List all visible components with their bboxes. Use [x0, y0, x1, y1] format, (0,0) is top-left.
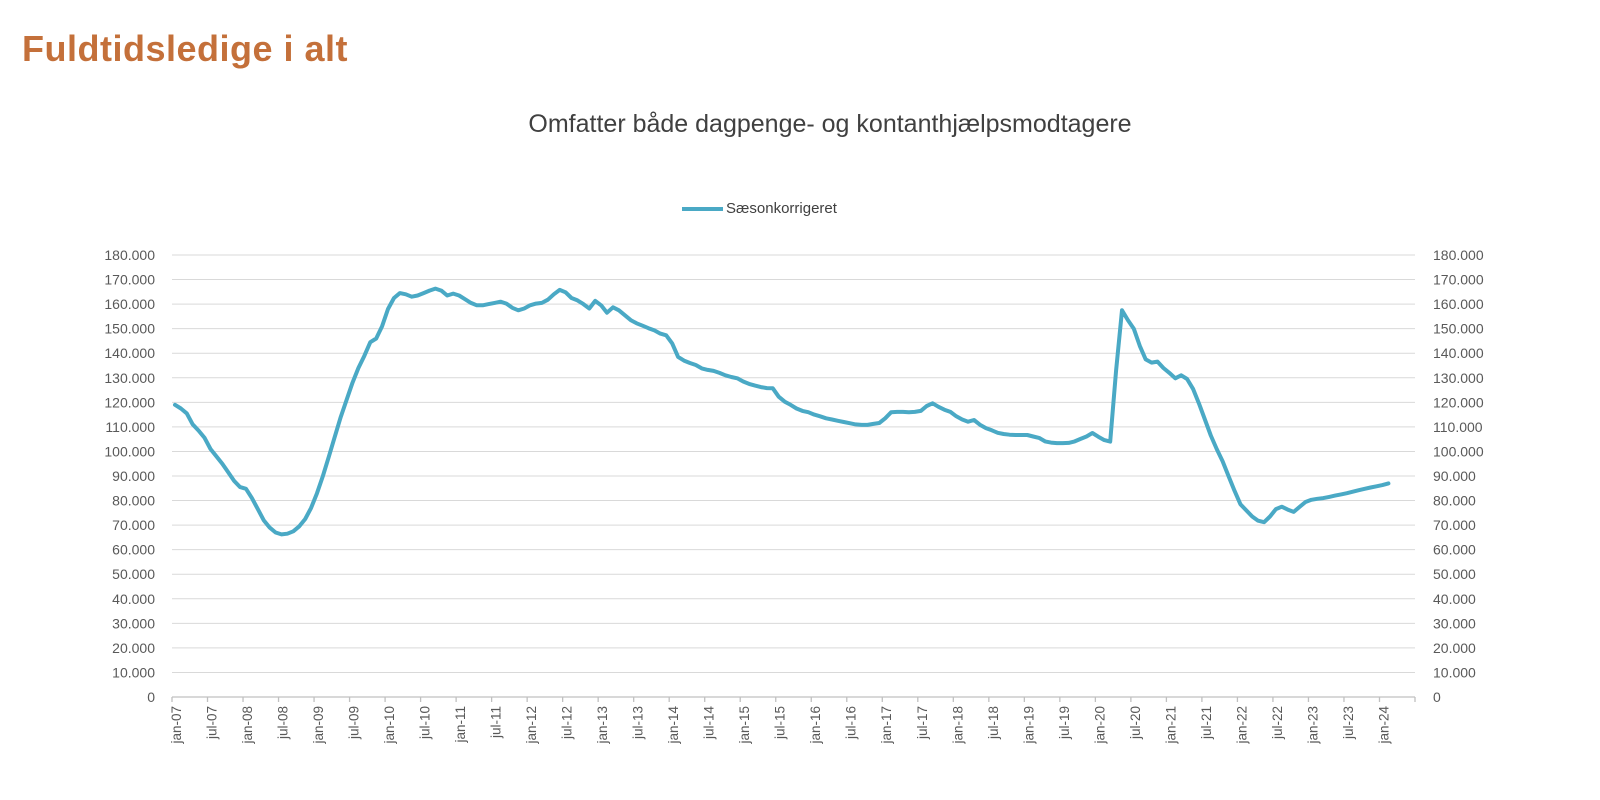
- y-axis-label-right: 30.000: [1433, 615, 1476, 631]
- x-axis-label: jan-07: [169, 706, 184, 745]
- x-axis-label: jan-20: [1092, 706, 1107, 745]
- y-axis-label-right: 50.000: [1433, 566, 1476, 582]
- x-axis-label: jul-13: [631, 706, 646, 740]
- y-axis-label-left: 140.000: [104, 345, 155, 361]
- y-axis-label-right: 90.000: [1433, 468, 1476, 484]
- y-axis-label-right: 0: [1433, 689, 1441, 705]
- y-axis-label-left: 180.000: [104, 247, 155, 263]
- y-axis-label-left: 50.000: [112, 566, 155, 582]
- x-axis-label: jul-19: [1057, 706, 1072, 740]
- x-axis-label: jan-17: [879, 706, 894, 745]
- y-axis-label-left: 90.000: [112, 468, 155, 484]
- y-axis-label-left: 100.000: [104, 443, 155, 459]
- y-axis-label-right: 180.000: [1433, 247, 1484, 263]
- y-axis-label-right: 150.000: [1433, 321, 1484, 337]
- y-axis-label-right: 160.000: [1433, 296, 1484, 312]
- x-axis-label: jan-18: [950, 706, 965, 745]
- x-axis-label: jul-21: [1199, 706, 1214, 740]
- x-axis-label: jan-08: [240, 706, 255, 745]
- y-axis-label-right: 110.000: [1433, 419, 1483, 435]
- x-axis-label: jul-12: [560, 706, 575, 740]
- y-axis-label-right: 80.000: [1433, 493, 1476, 509]
- y-axis-label-right: 140.000: [1433, 345, 1484, 361]
- x-axis-label: jul-10: [418, 706, 433, 740]
- y-axis-label-left: 70.000: [112, 517, 155, 533]
- x-axis-label: jan-24: [1376, 706, 1391, 745]
- x-axis-label: jan-09: [311, 706, 326, 745]
- y-axis-label-left: 120.000: [104, 394, 155, 410]
- y-axis-label-right: 100.000: [1433, 443, 1484, 459]
- chart-title: Omfatter både dagpenge- og kontanthjælps…: [528, 110, 1132, 138]
- x-axis-label: jan-21: [1163, 706, 1178, 745]
- x-axis-label: jan-11: [453, 706, 468, 744]
- x-axis-label: jul-11: [489, 706, 504, 739]
- y-axis-label-left: 40.000: [112, 591, 155, 607]
- chart-legend: Sæsonkorrigeret: [138, 200, 1381, 217]
- y-axis-label-left: 150.000: [104, 321, 155, 337]
- y-axis-label-right: 20.000: [1433, 640, 1476, 656]
- x-axis-label: jan-10: [382, 706, 397, 745]
- y-axis-label-right: 60.000: [1433, 542, 1476, 558]
- x-axis-label: jul-08: [276, 706, 291, 740]
- x-axis-label: jan-13: [595, 706, 610, 745]
- page-title: Fuldtidsledige i alt: [22, 28, 349, 69]
- y-axis-label-left: 110.000: [105, 419, 155, 435]
- x-axis-label: jul-23: [1341, 706, 1356, 740]
- x-axis-label: jul-15: [773, 706, 788, 740]
- x-axis-label: jul-16: [844, 706, 859, 740]
- x-axis-label: jul-09: [347, 706, 362, 740]
- y-axis-label-left: 80.000: [112, 493, 155, 509]
- x-axis-label: jul-22: [1270, 706, 1285, 740]
- x-axis-label: jan-12: [524, 706, 539, 745]
- y-axis-label-left: 170.000: [104, 272, 155, 288]
- x-axis-label: jul-14: [702, 706, 717, 741]
- y-axis-label-right: 120.000: [1433, 394, 1484, 410]
- x-axis-label: jan-22: [1234, 706, 1249, 745]
- y-axis-label-right: 130.000: [1433, 370, 1484, 386]
- y-axis-label-left: 130.000: [104, 370, 155, 386]
- series-line-seasonally-adjusted: [173, 286, 1391, 537]
- y-axis-label-left: 30.000: [112, 615, 155, 631]
- x-axis-label: jul-17: [915, 706, 930, 740]
- x-axis-label: jan-23: [1305, 706, 1320, 745]
- y-axis-label-left: 160.000: [104, 296, 155, 312]
- x-axis-label: jul-18: [986, 706, 1001, 740]
- y-axis-label-left: 0: [147, 689, 155, 705]
- x-axis-label: jan-15: [737, 706, 752, 745]
- y-axis-label-left: 60.000: [112, 542, 155, 558]
- y-axis-label-left: 20.000: [112, 640, 155, 656]
- y-axis-label-right: 170.000: [1433, 272, 1484, 288]
- y-axis-label-left: 10.000: [112, 664, 155, 680]
- y-axis-label-right: 70.000: [1433, 517, 1476, 533]
- y-axis-label-right: 40.000: [1433, 591, 1476, 607]
- x-axis-label: jul-07: [204, 706, 219, 740]
- x-axis-label: jul-20: [1128, 706, 1143, 740]
- y-axis-label-right: 10.000: [1433, 664, 1476, 680]
- legend-series-label: Sæsonkorrigeret: [726, 200, 837, 217]
- legend-line-swatch-icon: [682, 206, 724, 211]
- x-axis-label: jan-19: [1021, 706, 1036, 745]
- x-axis-label: jan-16: [808, 706, 823, 745]
- x-axis-label: jan-14: [666, 706, 681, 745]
